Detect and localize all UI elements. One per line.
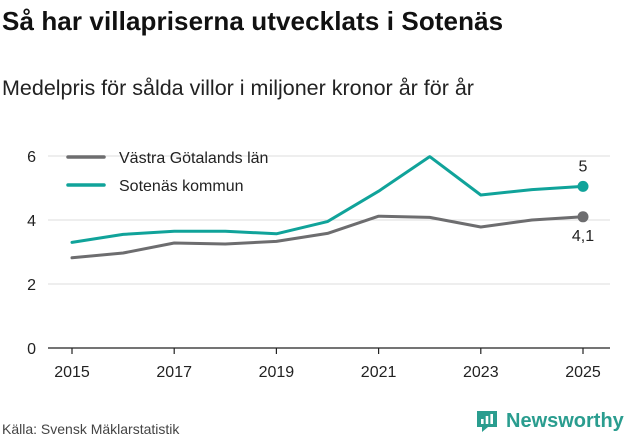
x-tick-label: 2015	[54, 364, 90, 381]
y-tick-label: 0	[27, 341, 36, 358]
y-tick-label: 6	[27, 149, 36, 166]
chart-title: Så har villapriserna utvecklats i Sotenä…	[2, 6, 504, 36]
y-tick-label: 4	[27, 213, 36, 230]
y-tick-label: 2	[27, 277, 36, 294]
x-tick-label: 2021	[361, 364, 397, 381]
series-end-label: 5	[579, 158, 588, 175]
series-line-sotenas	[70, 155, 585, 244]
series-line-vastra-gotaland	[70, 214, 585, 260]
source-text: Källa: Svensk Mäklarstatistik	[2, 421, 180, 437]
x-tick-label: 2017	[156, 364, 192, 381]
legend-label: Sotenäs kommun	[119, 178, 244, 195]
x-tick-label: 2025	[565, 364, 601, 381]
legend-label: Västra Götalands län	[119, 150, 268, 167]
x-tick-label: 2019	[259, 364, 295, 381]
newsworthy-logo-icon	[477, 411, 497, 432]
series-end-point	[577, 180, 589, 192]
series-end-point	[577, 211, 589, 223]
series-end-label: 4,1	[572, 228, 594, 245]
brand-name: Newsworthy	[506, 409, 624, 432]
x-tick-label: 2023	[463, 364, 499, 381]
brand-logo[interactable]: Newsworthy	[474, 408, 624, 434]
chart-subtitle: Medelpris för sålda villor i miljoner kr…	[2, 76, 474, 100]
